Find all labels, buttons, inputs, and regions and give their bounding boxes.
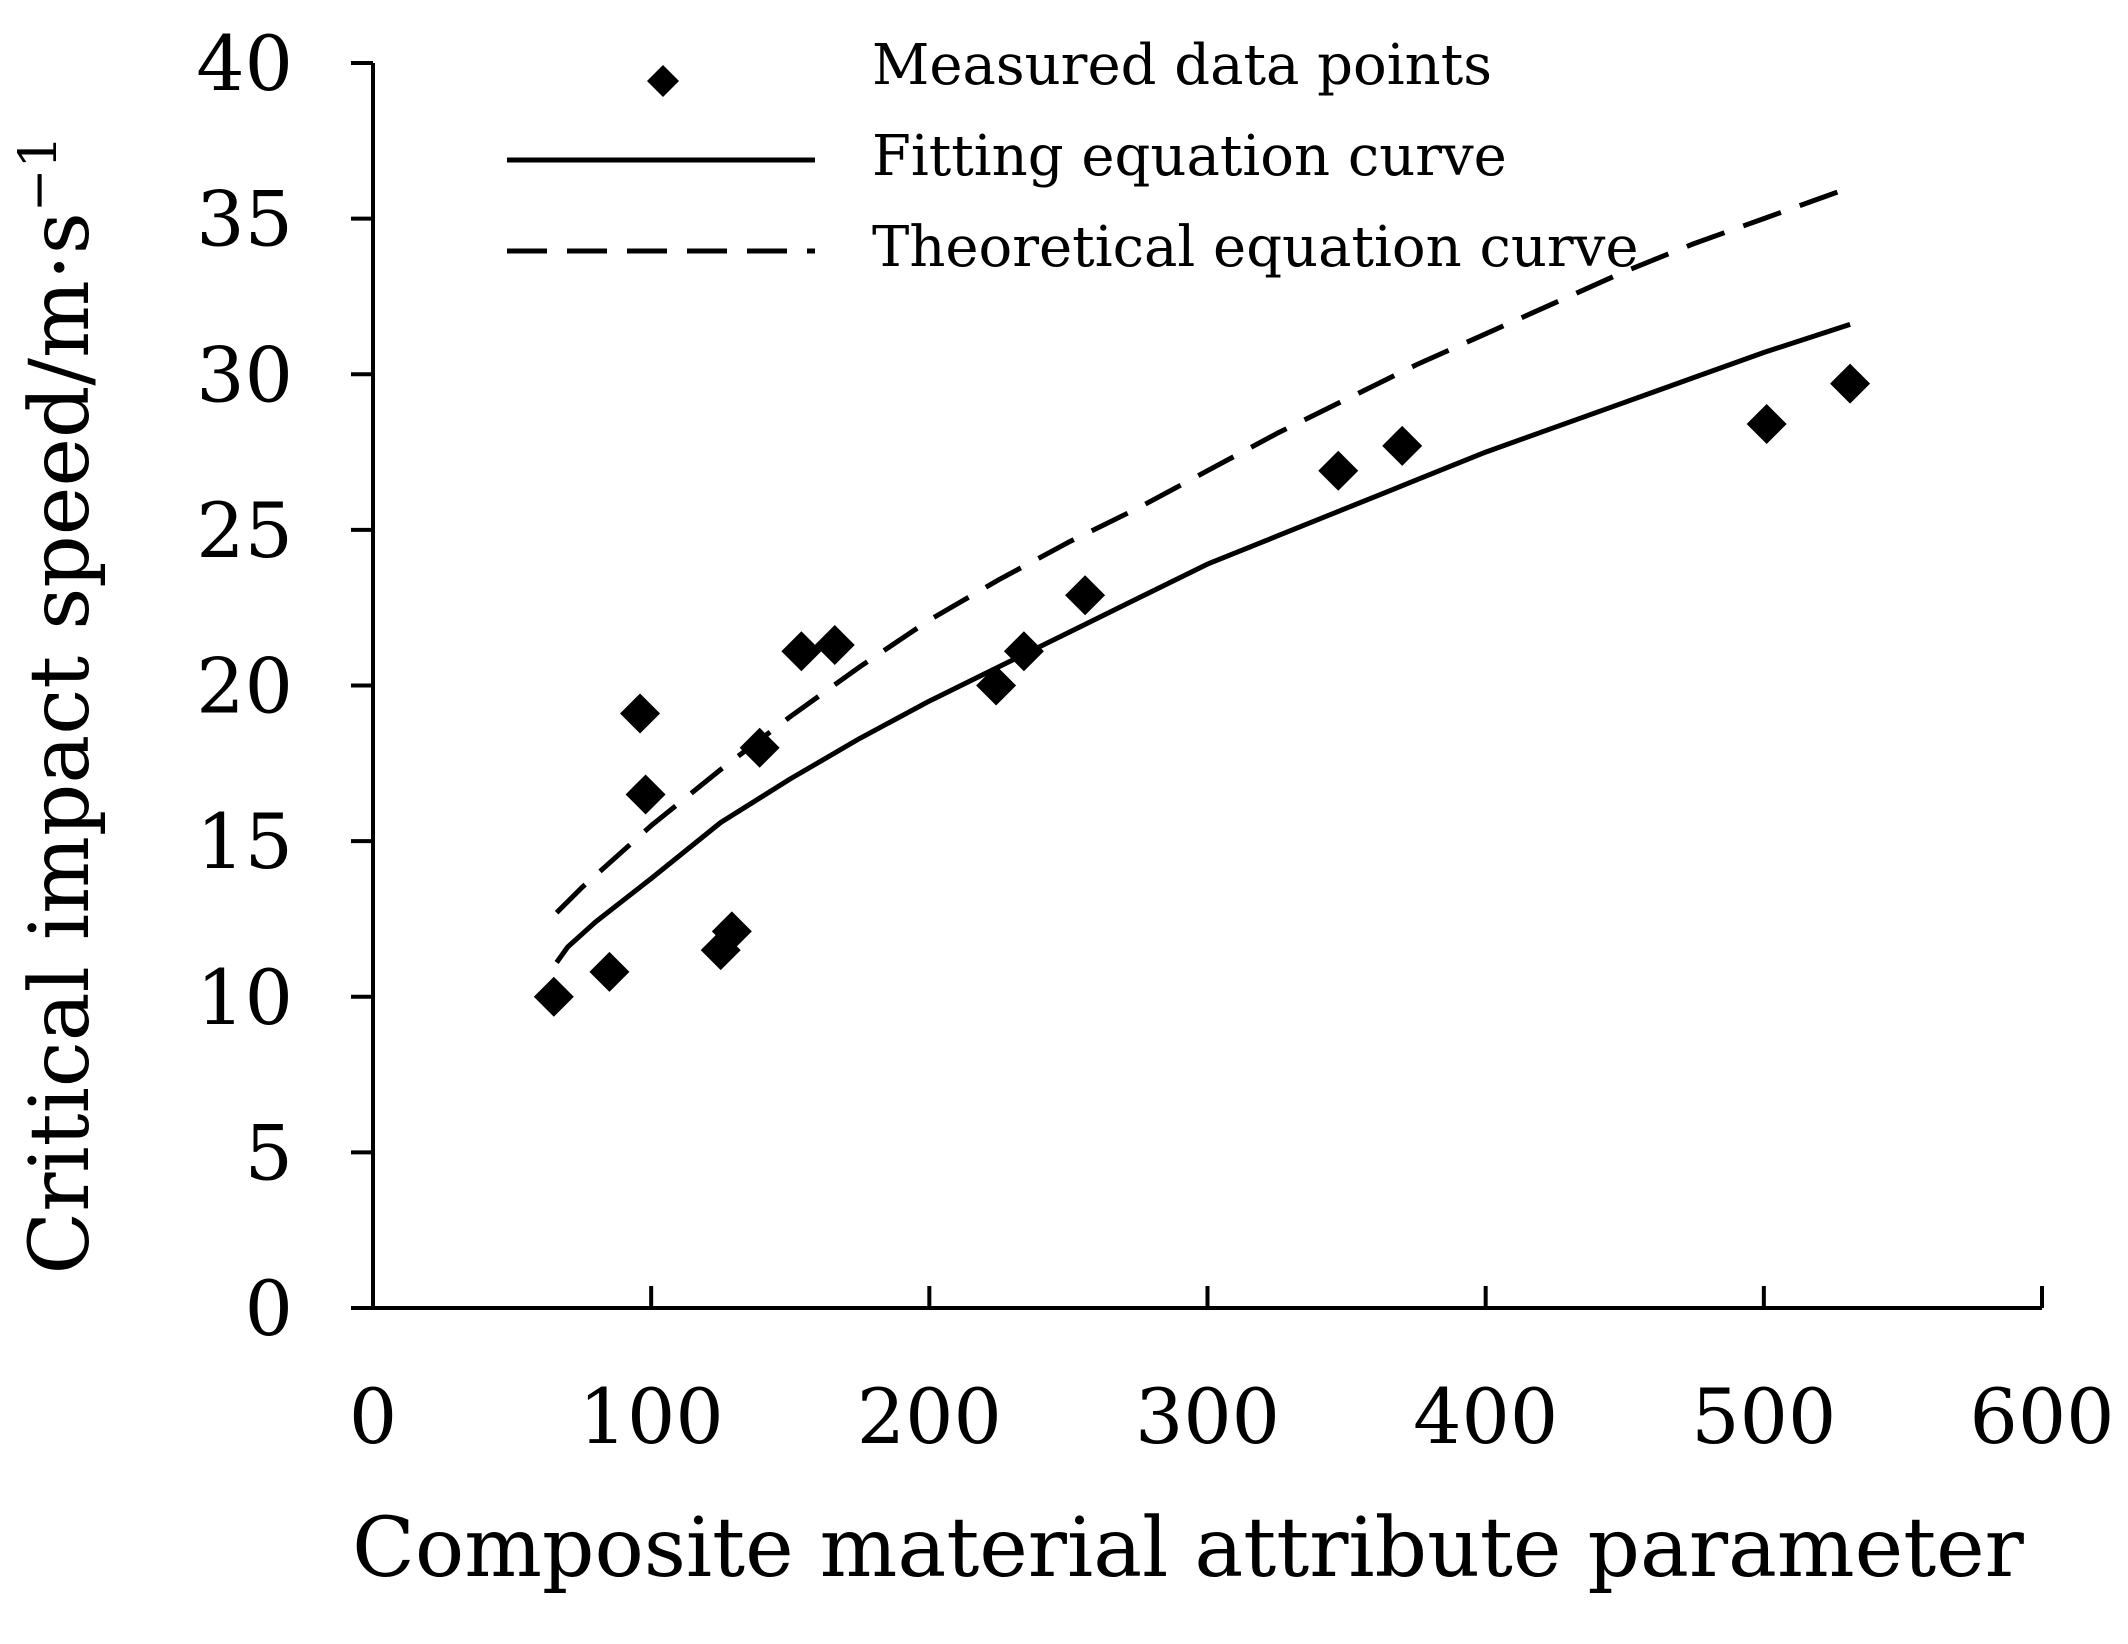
- legend-marker-diamond: [647, 65, 679, 97]
- data-point: [1382, 425, 1423, 466]
- data-point: [1318, 450, 1359, 491]
- x-axis-ticks: 0 100 200 300 400 500 600: [349, 1286, 2115, 1461]
- curves: [554, 185, 1851, 964]
- y-tick-label: 30: [196, 330, 293, 419]
- data-point: [1003, 631, 1044, 672]
- data-point: [620, 693, 661, 734]
- x-tick-label: 100: [579, 1372, 724, 1461]
- y-tick-label: 20: [196, 642, 293, 731]
- x-tick-label: 0: [349, 1372, 397, 1461]
- y-tick-label: 10: [196, 953, 293, 1042]
- y-axis-title: Critical impact speed/m·s−1: [9, 135, 108, 1274]
- data-point: [814, 625, 855, 666]
- legend-label: Measured data points: [872, 33, 1492, 98]
- legend-label: Theoretical equation curve: [872, 215, 1638, 280]
- legend: Measured data points Fitting equation cur…: [507, 33, 1638, 280]
- data-point: [781, 631, 822, 672]
- x-tick-label: 200: [857, 1372, 1002, 1461]
- theoretical-curve: [554, 185, 1851, 915]
- legend-label: Fitting equation curve: [872, 124, 1507, 189]
- y-tick-label: 5: [245, 1108, 293, 1197]
- measured-points: [533, 363, 1871, 1017]
- y-axis-title-text: Critical impact speed/m·s: [13, 212, 108, 1274]
- x-tick-label: 500: [1691, 1372, 1836, 1461]
- data-point: [533, 976, 574, 1017]
- data-point: [1830, 363, 1871, 404]
- x-axis-title: Composite material attribute parameter: [352, 1501, 2025, 1596]
- fitting-curve: [554, 322, 1851, 964]
- y-tick-label: 35: [196, 175, 293, 264]
- y-tick-label: 25: [196, 486, 293, 575]
- y-tick-label: 0: [245, 1264, 293, 1353]
- data-point: [625, 774, 666, 815]
- x-tick-label: 600: [1969, 1372, 2114, 1461]
- x-tick-label: 300: [1135, 1372, 1280, 1461]
- data-point: [976, 665, 1017, 706]
- data-point: [1746, 404, 1787, 445]
- y-axis-ticks: 0 5 10 15 20 25 30 35 40: [196, 19, 373, 1353]
- x-tick-label: 400: [1413, 1372, 1558, 1461]
- data-point: [739, 727, 780, 768]
- data-point: [589, 951, 630, 992]
- y-tick-label: 15: [196, 797, 293, 886]
- y-tick-label: 40: [196, 19, 293, 108]
- data-point: [711, 911, 752, 952]
- y-axis-title-superscript: −1: [9, 135, 69, 212]
- data-point: [1065, 575, 1106, 616]
